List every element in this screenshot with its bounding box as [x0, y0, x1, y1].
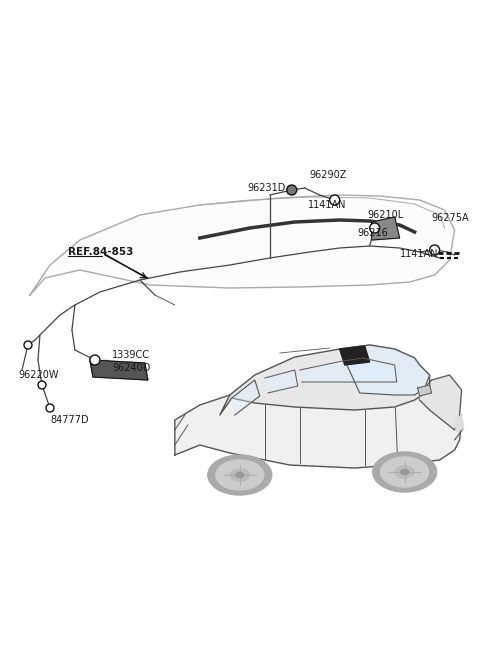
Polygon shape: [372, 217, 400, 240]
Polygon shape: [30, 195, 455, 295]
Text: REF.84-853: REF.84-853: [68, 247, 133, 257]
Circle shape: [24, 341, 32, 349]
Circle shape: [38, 381, 46, 389]
Ellipse shape: [372, 452, 437, 492]
Polygon shape: [232, 380, 260, 415]
Circle shape: [330, 195, 340, 205]
Polygon shape: [340, 346, 370, 365]
Ellipse shape: [216, 460, 264, 490]
Text: 96275A: 96275A: [432, 213, 469, 223]
Ellipse shape: [395, 466, 414, 478]
Ellipse shape: [208, 455, 272, 495]
Text: 96240D: 96240D: [112, 363, 150, 373]
Ellipse shape: [236, 472, 244, 478]
Polygon shape: [420, 375, 462, 430]
Polygon shape: [455, 415, 464, 432]
Polygon shape: [220, 345, 430, 415]
Circle shape: [287, 185, 297, 195]
Circle shape: [430, 245, 440, 255]
Text: 1141AN: 1141AN: [308, 200, 346, 210]
Polygon shape: [418, 385, 432, 396]
Text: 96210L: 96210L: [368, 210, 404, 220]
Ellipse shape: [381, 457, 429, 487]
Text: 96220W: 96220W: [18, 370, 59, 380]
Text: 96290Z: 96290Z: [310, 170, 347, 180]
Polygon shape: [175, 388, 462, 468]
Text: 1141AN: 1141AN: [400, 249, 438, 259]
Polygon shape: [300, 358, 396, 382]
Circle shape: [46, 404, 54, 412]
Ellipse shape: [230, 469, 250, 481]
Ellipse shape: [401, 470, 408, 474]
Circle shape: [90, 355, 100, 365]
Polygon shape: [265, 370, 298, 393]
Text: 96216: 96216: [358, 228, 388, 238]
Text: 1339CC: 1339CC: [112, 350, 150, 360]
Polygon shape: [90, 360, 148, 380]
Text: 84777D: 84777D: [50, 415, 89, 425]
Text: 96231D: 96231D: [248, 183, 286, 193]
Polygon shape: [340, 345, 430, 395]
Circle shape: [370, 223, 380, 233]
